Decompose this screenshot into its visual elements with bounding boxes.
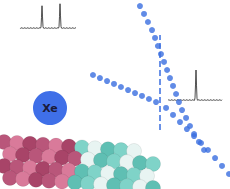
svg-text:Xe: Xe [42, 102, 58, 115]
